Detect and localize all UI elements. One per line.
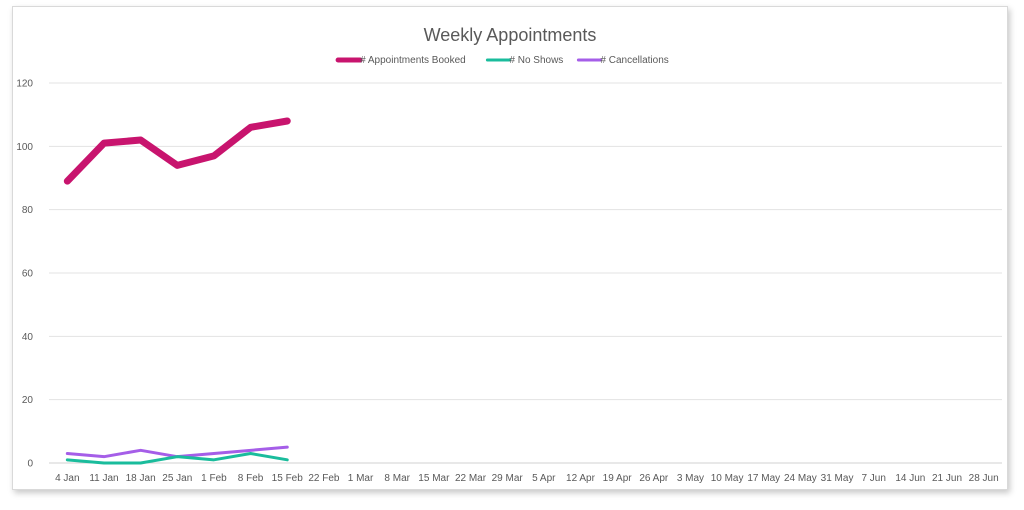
y-tick-label: 20 — [22, 395, 34, 406]
x-tick-label: 5 Apr — [532, 473, 556, 484]
x-tick-label: 15 Feb — [272, 473, 304, 484]
x-tick-label: 8 Feb — [238, 473, 264, 484]
x-tick-label: 8 Mar — [384, 473, 410, 484]
chart-container: Weekly Appointments # Appointments Booke… — [12, 6, 1008, 490]
x-tick-label: 19 Apr — [603, 473, 633, 484]
legend-item: # No Shows — [485, 55, 563, 66]
y-tick-label: 60 — [22, 269, 34, 280]
series-line — [63, 117, 291, 185]
y-axis: 0 20 40 60 80 100 120 — [16, 79, 33, 470]
x-tick-label: 17 May — [747, 473, 780, 484]
x-tick-label: 1 Feb — [201, 473, 227, 484]
x-tick-label: 22 Mar — [455, 473, 487, 484]
y-tick-label: 120 — [16, 79, 33, 90]
x-tick-label: 18 Jan — [126, 473, 156, 484]
legend: # Appointments Booked # No Shows # Cancell… — [335, 55, 669, 66]
y-tick-label: 40 — [22, 332, 34, 343]
legend-item: # Cancellations — [576, 55, 669, 66]
x-tick-label: 29 Mar — [492, 473, 524, 484]
x-tick-label: 15 Mar — [418, 473, 450, 484]
x-tick-label: 10 May — [711, 473, 744, 484]
x-tick-label: 3 May — [677, 473, 704, 484]
series-lines — [63, 117, 291, 465]
legend-label: # Appointments Booked — [360, 55, 466, 66]
x-tick-label: 11 Jan — [89, 473, 118, 484]
legend-label: # Cancellations — [600, 55, 668, 66]
x-tick-label: 24 May — [784, 473, 817, 484]
y-tick-label: 100 — [16, 142, 33, 153]
x-tick-label: 14 Jun — [895, 473, 925, 484]
x-tick-label: 7 Jun — [861, 473, 885, 484]
legend-label: # No Shows — [509, 55, 563, 66]
gridlines — [49, 82, 1002, 464]
y-tick-label: 80 — [22, 205, 34, 216]
x-tick-label: 1 Mar — [348, 473, 374, 484]
x-tick-label: 26 Apr — [639, 473, 669, 484]
y-tick-label: 0 — [27, 459, 33, 470]
chart-title: Weekly Appointments — [424, 25, 597, 45]
x-tick-label: 28 Jun — [969, 473, 999, 484]
x-tick-label: 21 Jun — [932, 473, 962, 484]
x-tick-label: 22 Feb — [308, 473, 340, 484]
x-tick-label: 25 Jan — [162, 473, 192, 484]
line-chart: Weekly Appointments # Appointments Booke… — [16, 25, 1002, 484]
series-line — [65, 452, 289, 465]
x-tick-label: 12 Apr — [566, 473, 596, 484]
x-tick-label: 31 May — [821, 473, 854, 484]
legend-item: # Appointments Booked — [335, 55, 466, 66]
x-axis: 4 Jan 11 Jan 18 Jan 25 Jan 1 Feb 8 Feb 15 Feb 2… — [55, 473, 999, 484]
x-tick-label: 4 Jan — [55, 473, 79, 484]
